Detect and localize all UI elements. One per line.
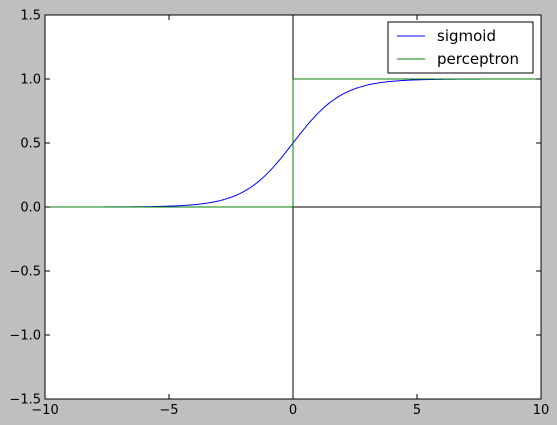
y-tick-label: 1.0 <box>20 73 41 88</box>
legend-box <box>387 21 534 74</box>
legend-label-sigmoid: sigmoid <box>437 27 496 45</box>
y-tick-label: 0.5 <box>20 137 41 152</box>
legend-label-perceptron: perceptron <box>437 50 519 68</box>
y-tick-label: −1.0 <box>9 329 41 344</box>
legend: sigmoid perceptron <box>387 21 534 74</box>
x-tick-label: −5 <box>159 403 178 418</box>
x-tick-label: 0 <box>289 403 297 418</box>
y-tick-label: −1.5 <box>9 393 41 408</box>
x-tick-label: −10 <box>31 403 58 418</box>
x-tick-label: 10 <box>533 403 550 418</box>
series-line-perceptron <box>45 78 541 208</box>
x-tick-label: 5 <box>413 403 421 418</box>
y-tick-label: 0.0 <box>20 201 41 216</box>
y-tick-label: 1.5 <box>20 9 41 24</box>
y-tick-label: −0.5 <box>9 265 41 280</box>
plot-frame <box>44 14 542 400</box>
